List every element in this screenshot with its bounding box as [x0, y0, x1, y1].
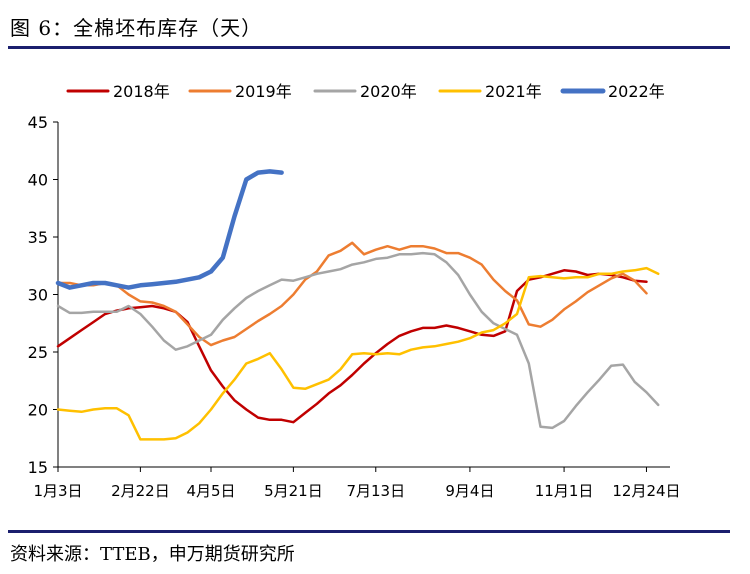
chart-title: 图 6：全棉坯布库存（天）	[10, 16, 263, 40]
y-tick-label: 20	[28, 401, 48, 420]
series-line-2022	[55, 169, 284, 290]
series-line-2019	[56, 241, 648, 347]
legend-label: 2018年	[113, 82, 170, 101]
x-tick-label: 11月1日	[535, 482, 594, 500]
top-rule	[8, 46, 730, 49]
y-axis: 15 20 25 30 35 40 45	[28, 113, 59, 477]
legend-label: 2021年	[485, 82, 542, 101]
source-note: 资料来源：TTEB，申万期货研究所	[10, 544, 295, 565]
series-line-2018	[56, 269, 648, 424]
y-tick-label: 40	[28, 171, 48, 190]
bottom-rule	[8, 530, 730, 533]
x-tick-label: 1月3日	[33, 482, 82, 500]
legend-label: 2020年	[360, 82, 417, 101]
x-tick-label: 5月21日	[264, 482, 323, 500]
y-tick-label: 15	[28, 458, 48, 477]
x-tick-label: 12月24日	[612, 482, 680, 500]
x-tick-label: 2月22日	[111, 482, 170, 500]
x-tick-label: 4月5日	[186, 482, 235, 500]
x-tick-label: 9月4日	[445, 482, 494, 500]
y-tick-label: 25	[28, 343, 48, 362]
x-tick-label: 7月13日	[346, 482, 405, 500]
legend-label: 2022年	[608, 82, 665, 101]
x-axis: 1月3日 2月22日 4月5日 5月21日 7月13日 9月4日 11月1日 12月24日	[33, 466, 681, 500]
series-line-2020	[56, 251, 660, 430]
y-tick-label: 30	[28, 286, 48, 305]
y-tick-label: 35	[28, 228, 48, 247]
legend: 2018年 2019年 2020年 2021年 2022年	[66, 82, 665, 101]
series-line-2021	[56, 266, 660, 441]
legend-label: 2019年	[235, 82, 292, 101]
series-layer	[55, 169, 660, 441]
y-tick-label: 45	[28, 113, 48, 132]
